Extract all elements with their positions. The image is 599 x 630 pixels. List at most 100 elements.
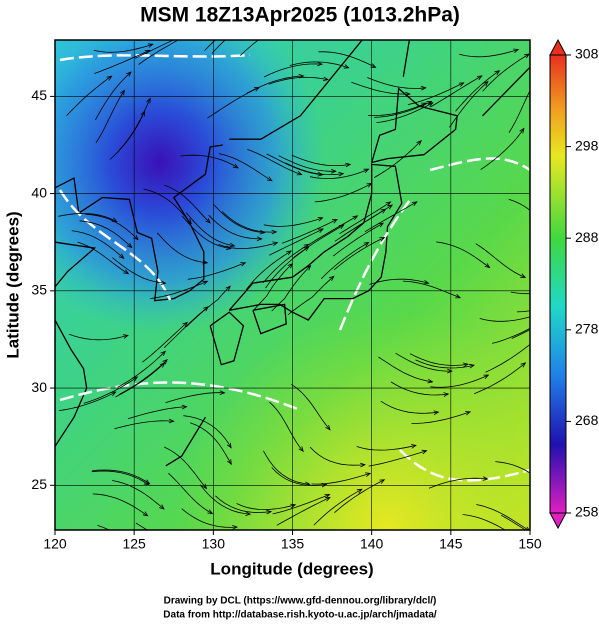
streamline — [77, 241, 129, 275]
streamline — [333, 237, 385, 271]
streamline — [339, 201, 391, 235]
streamline — [181, 215, 231, 249]
arrowhead — [332, 218, 339, 224]
streamline — [133, 40, 148, 41]
streamline — [462, 514, 506, 530]
streamline — [367, 102, 427, 117]
arrowhead — [245, 511, 252, 516]
streamline — [291, 154, 351, 166]
arrowhead — [159, 504, 165, 510]
streamline — [218, 242, 278, 249]
arrowhead — [405, 91, 411, 97]
streamline — [119, 98, 151, 150]
streamline — [376, 102, 433, 123]
arrowhead — [186, 27, 191, 31]
streamline — [186, 285, 231, 328]
streamline — [156, 232, 208, 264]
streamline — [508, 198, 530, 211]
streamline — [85, 213, 139, 240]
arrowhead — [421, 102, 428, 107]
streamline — [320, 242, 369, 280]
streamline — [143, 188, 192, 224]
streamline — [92, 469, 150, 485]
streamline — [378, 356, 433, 383]
streamline — [287, 276, 335, 316]
colorbar-label: 308 — [575, 46, 599, 62]
colorbar-top — [549, 38, 567, 56]
arrowhead — [433, 410, 440, 415]
arrowhead — [123, 269, 130, 275]
streamline — [459, 49, 519, 58]
arrowhead — [226, 442, 232, 449]
arrowhead — [531, 340, 536, 344]
streamline — [436, 241, 490, 268]
streamline — [185, 212, 235, 247]
arrowhead — [144, 49, 151, 55]
coastline — [402, 40, 411, 78]
arrowhead — [338, 224, 345, 230]
streamline — [240, 40, 259, 56]
streamline — [92, 493, 148, 517]
arrowhead — [345, 162, 352, 168]
arrowhead — [126, 242, 133, 249]
streamline — [516, 310, 530, 313]
y-tick-label: 40 — [31, 184, 47, 200]
arrowhead — [271, 229, 278, 235]
arrowhead — [181, 404, 188, 410]
arrowhead — [186, 218, 192, 225]
streamline — [411, 411, 471, 424]
arrowhead — [225, 285, 231, 291]
arrowhead — [520, 273, 527, 278]
colorbar — [549, 54, 567, 514]
streamline — [142, 322, 188, 363]
arrowhead — [365, 472, 372, 477]
streamline — [373, 140, 422, 178]
coastline — [55, 241, 97, 288]
streamlines — [58, 27, 536, 552]
streamline — [204, 40, 217, 51]
streamline — [263, 450, 310, 485]
coastline — [228, 163, 403, 321]
arrowhead — [387, 204, 394, 210]
streamline — [309, 168, 369, 180]
arrowhead — [532, 79, 536, 84]
streamline — [281, 219, 338, 244]
streamline — [112, 480, 165, 510]
streamline — [341, 204, 393, 238]
arrowhead — [118, 253, 125, 259]
streamline — [211, 40, 226, 54]
arrowhead — [317, 217, 324, 222]
streamline — [511, 329, 530, 339]
arrowhead — [240, 262, 247, 267]
streamline — [428, 477, 488, 489]
streamline — [208, 214, 262, 240]
arrowhead — [360, 462, 366, 468]
arrowhead — [162, 358, 168, 365]
streamline — [135, 522, 148, 530]
streamline — [332, 222, 384, 257]
coastline — [165, 416, 206, 467]
arrowhead — [378, 222, 385, 228]
arrowhead — [426, 100, 433, 106]
arrowhead — [420, 85, 427, 91]
x-tick-label: 130 — [202, 536, 226, 552]
streamline — [268, 228, 324, 256]
streamline — [118, 359, 168, 396]
arrowhead — [427, 102, 434, 107]
streamline — [218, 153, 273, 182]
streamline — [430, 75, 482, 108]
arrowhead — [207, 509, 214, 515]
streamline — [263, 217, 323, 227]
streamline — [293, 224, 345, 258]
arrowhead — [122, 334, 129, 339]
arrowhead — [519, 127, 525, 134]
streamline — [150, 280, 208, 299]
streamline — [83, 376, 138, 404]
arrowhead — [427, 378, 434, 384]
streamline — [272, 494, 330, 515]
streamline — [479, 316, 530, 322]
arrowhead — [146, 548, 151, 552]
arrowhead — [483, 374, 490, 379]
arrowhead — [385, 201, 392, 207]
footer-line: Data from http://database.rish.kyoto-u.a… — [163, 610, 437, 621]
